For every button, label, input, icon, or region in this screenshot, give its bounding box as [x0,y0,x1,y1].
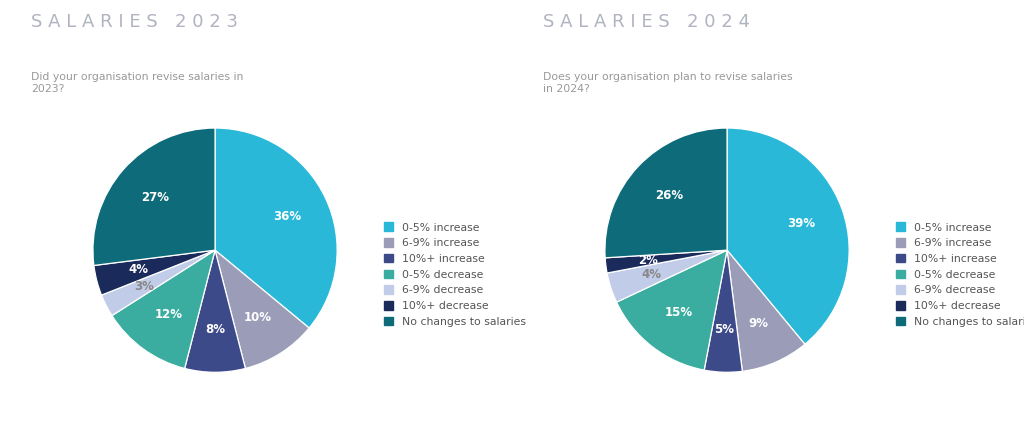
Text: S A L A R I E S   2 0 2 4: S A L A R I E S 2 0 2 4 [543,13,750,31]
Text: Does your organisation plan to revise salaries
in 2024?: Does your organisation plan to revise sa… [543,72,793,94]
Text: 39%: 39% [787,217,816,230]
Legend: 0-5% increase, 6-9% increase, 10%+ increase, 0-5% decrease, 6-9% decrease, 10%+ : 0-5% increase, 6-9% increase, 10%+ incre… [891,218,1024,331]
Wedge shape [616,250,727,370]
Wedge shape [605,250,727,273]
Wedge shape [727,128,849,344]
Wedge shape [94,250,215,295]
Wedge shape [215,250,309,368]
Wedge shape [112,250,215,368]
Text: 3%: 3% [134,280,155,293]
Wedge shape [101,250,215,315]
Wedge shape [705,250,742,372]
Wedge shape [727,250,805,371]
Text: 26%: 26% [655,190,683,202]
Text: 27%: 27% [141,191,170,204]
Wedge shape [184,250,246,372]
Text: 15%: 15% [665,307,692,319]
Wedge shape [607,250,727,302]
Text: 12%: 12% [155,308,182,321]
Text: 8%: 8% [205,323,225,336]
Text: S A L A R I E S   2 0 2 3: S A L A R I E S 2 0 2 3 [31,13,238,31]
Text: 5%: 5% [715,323,734,336]
Wedge shape [215,128,337,328]
Text: 4%: 4% [128,263,148,276]
Wedge shape [93,128,215,265]
Text: 10%: 10% [244,311,271,324]
Legend: 0-5% increase, 6-9% increase, 10%+ increase, 0-5% decrease, 6-9% decrease, 10%+ : 0-5% increase, 6-9% increase, 10%+ incre… [379,218,530,331]
Text: 36%: 36% [272,210,301,223]
Wedge shape [605,128,727,258]
Text: 2%: 2% [638,254,658,267]
Text: 9%: 9% [749,316,769,329]
Text: 4%: 4% [642,268,662,281]
Text: Did your organisation revise salaries in
2023?: Did your organisation revise salaries in… [31,72,243,94]
